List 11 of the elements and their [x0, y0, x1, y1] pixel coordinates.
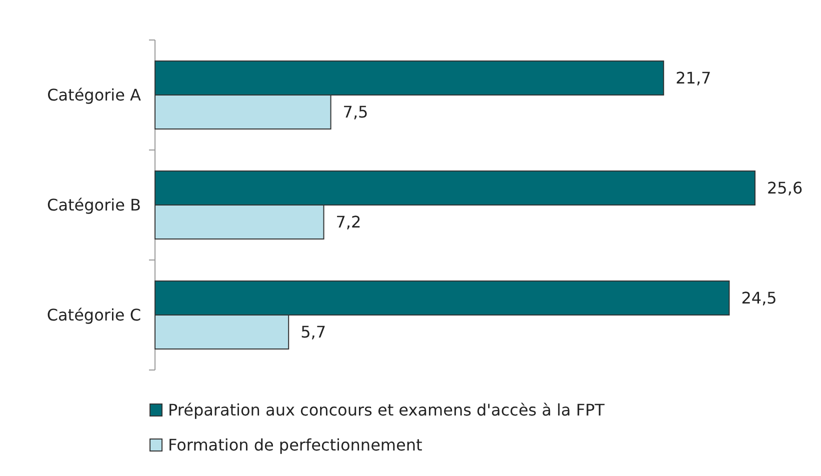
data-label: 7,5 — [342, 102, 368, 122]
y-tick-label: Catégorie A — [47, 86, 142, 105]
data-label: 7,2 — [336, 212, 362, 232]
data-label: 24,5 — [741, 288, 777, 308]
data-label: 25,6 — [767, 178, 803, 198]
legend-label: Préparation aux concours et examens d'accès à la FPT — [168, 400, 605, 420]
data-label: 5,7 — [300, 322, 326, 342]
y-tick-label: Catégorie B — [47, 196, 141, 215]
y-tick-label: Catégorie C — [46, 306, 141, 325]
legend-label: Formation de perfectionnement — [168, 436, 422, 455]
data-label: 21,7 — [676, 68, 712, 88]
